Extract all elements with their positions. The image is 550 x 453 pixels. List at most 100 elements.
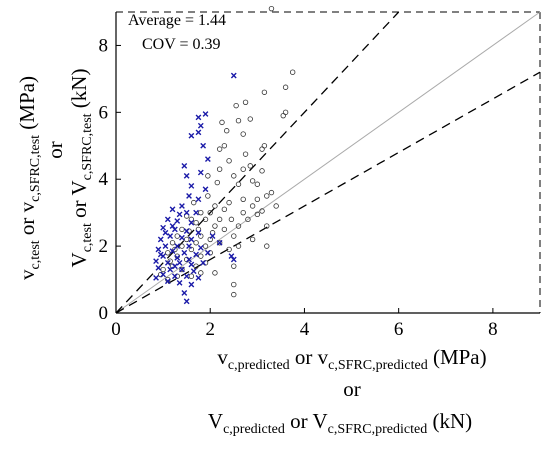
data-point-circle bbox=[183, 236, 190, 243]
data-point-circle bbox=[179, 266, 185, 273]
x-tick-label: 0 bbox=[111, 319, 121, 340]
data-point-cross bbox=[230, 72, 237, 79]
data-point-cross bbox=[202, 111, 209, 117]
x-label3-a: V bbox=[208, 409, 223, 433]
data-point-circle bbox=[205, 173, 211, 179]
x-label-b: v bbox=[318, 345, 329, 369]
x-label3-tail: (kN) bbox=[427, 409, 472, 433]
data-point-circle bbox=[264, 243, 270, 249]
data-point-cross bbox=[195, 129, 202, 136]
data-point-circle bbox=[231, 173, 237, 179]
data-point-cross bbox=[174, 254, 181, 261]
data-point-cross bbox=[162, 243, 169, 250]
y-tick-label: 8 bbox=[99, 35, 109, 56]
data-point-circle bbox=[160, 266, 166, 273]
x-label-a: v bbox=[217, 345, 228, 369]
data-point-circle bbox=[224, 128, 230, 134]
data-point-cross bbox=[176, 280, 183, 286]
data-point-cross bbox=[169, 223, 176, 229]
data-point-circle bbox=[254, 196, 261, 202]
data-point-circle bbox=[235, 181, 242, 187]
data-point-circle bbox=[249, 203, 256, 209]
data-point-circle bbox=[264, 193, 270, 199]
data-point-circle bbox=[282, 109, 289, 116]
x-tick-label: 6 bbox=[394, 319, 404, 340]
data-point-cross bbox=[155, 246, 162, 253]
y-label-tail: (MPa) bbox=[15, 76, 39, 135]
x-label3-b: V bbox=[312, 409, 327, 433]
data-point-circle bbox=[231, 291, 237, 298]
x-label-a-sub: c,predicted bbox=[228, 358, 290, 373]
data-point-cross bbox=[190, 268, 197, 275]
data-point-circle bbox=[247, 163, 253, 169]
data-point-circle bbox=[259, 146, 265, 152]
x-label-mid: or bbox=[290, 345, 318, 369]
data-point-circle bbox=[193, 219, 199, 226]
x-axis-label-line3: Vc,predicted or Vc,SFRC,predicted (kN) bbox=[208, 409, 472, 437]
data-point-circle bbox=[261, 143, 268, 149]
data-point-cross bbox=[200, 259, 207, 266]
data-point-circle bbox=[216, 240, 223, 246]
y-tick-label: 6 bbox=[99, 102, 109, 123]
data-point-cross bbox=[204, 156, 211, 163]
data-point-cross bbox=[183, 172, 190, 179]
data-point-cross bbox=[153, 274, 159, 281]
data-point-circle bbox=[228, 216, 235, 223]
data-point-cross bbox=[167, 233, 174, 239]
data-point-circle bbox=[214, 179, 220, 186]
data-point-circle bbox=[240, 196, 246, 202]
y-label3-a: V bbox=[67, 252, 91, 267]
data-point-circle bbox=[235, 243, 242, 249]
data-point-cross bbox=[171, 263, 178, 270]
equality-line bbox=[115, 11, 541, 314]
data-point-circle bbox=[188, 273, 195, 279]
data-point-circle bbox=[249, 178, 256, 184]
data-point-circle bbox=[221, 226, 228, 233]
data-point-cross bbox=[164, 278, 171, 285]
y-tick-label: 0 bbox=[99, 303, 109, 324]
y-label3-b-sub: c,SFRC,test bbox=[80, 113, 95, 180]
data-point-circle bbox=[207, 209, 213, 216]
data-point-circle bbox=[240, 166, 246, 172]
data-point-cross bbox=[193, 209, 199, 216]
data-point-cross bbox=[169, 248, 176, 255]
data-point-circle bbox=[212, 203, 218, 209]
data-point-circle bbox=[198, 209, 204, 216]
data-point-circle bbox=[259, 168, 265, 174]
plot-frame bbox=[115, 11, 541, 314]
data-point-cross bbox=[176, 259, 183, 266]
data-point-circle bbox=[205, 193, 211, 199]
x-label3-b-sub: c,SFRC,predicted bbox=[328, 422, 428, 437]
data-point-circle bbox=[179, 226, 185, 233]
data-point-cross bbox=[195, 274, 202, 281]
data-point-circle bbox=[207, 236, 213, 243]
data-point-circle bbox=[233, 102, 239, 109]
data-point-circle bbox=[259, 208, 265, 214]
data-point-circle bbox=[212, 223, 218, 229]
data-point-circle bbox=[169, 240, 176, 246]
data-point-circle bbox=[191, 199, 197, 206]
y-label-a: v bbox=[15, 269, 39, 280]
data-point-cross bbox=[186, 193, 192, 199]
data-point-circle bbox=[264, 223, 270, 229]
data-point-cross bbox=[195, 196, 202, 203]
x-label3-mid: or bbox=[285, 409, 313, 433]
data-point-circle bbox=[242, 151, 249, 157]
data-point-circle bbox=[226, 246, 232, 253]
data-point-circle bbox=[254, 211, 261, 218]
data-point-circle bbox=[280, 112, 286, 119]
data-point-circle bbox=[188, 246, 195, 253]
data-point-circle bbox=[216, 146, 223, 152]
data-point-cross bbox=[181, 249, 188, 256]
data-point-circle bbox=[198, 270, 204, 276]
y-tick-label: 4 bbox=[99, 169, 109, 190]
data-point-circle bbox=[174, 233, 180, 239]
data-point-cross bbox=[176, 211, 183, 218]
x-axis-label-or: or bbox=[343, 377, 361, 401]
y-axis-label-or: or bbox=[43, 141, 67, 159]
data-point-circle bbox=[249, 236, 256, 243]
data-point-cross bbox=[186, 256, 192, 263]
x-label-tail: (MPa) bbox=[428, 345, 487, 369]
data-point-circle bbox=[273, 203, 279, 209]
